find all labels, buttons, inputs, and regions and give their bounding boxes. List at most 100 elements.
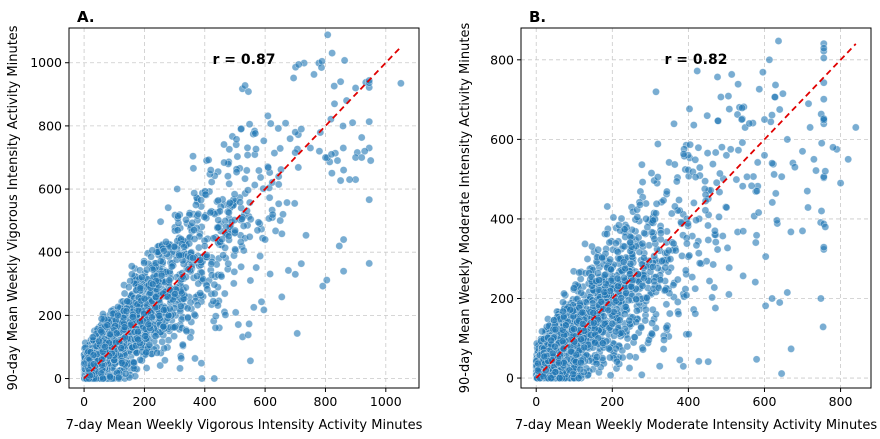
- panel-a-point: [246, 215, 255, 224]
- panel-a-x-tick-label: 400: [193, 394, 217, 409]
- panel-a-point: [268, 210, 277, 219]
- panel-a-point: [231, 245, 239, 254]
- panel-a-point: [88, 333, 97, 342]
- panel-b-point: [638, 178, 647, 186]
- panel-a-point: [339, 144, 348, 152]
- panel-a-point: [112, 338, 120, 347]
- panel-a-point: [164, 336, 173, 345]
- panel-a-point: [339, 122, 347, 130]
- panel-b-point: [773, 216, 781, 225]
- panel-a-point: [217, 272, 226, 281]
- panel-a-point: [323, 30, 332, 39]
- panel-a-point: [176, 302, 185, 311]
- panel-a-point: [281, 119, 290, 128]
- panel-a-point: [170, 332, 178, 341]
- panel-a-point: [270, 149, 279, 157]
- panel-a-point: [245, 319, 253, 328]
- panel-a-point: [206, 208, 215, 217]
- panel-a-point: [89, 351, 98, 359]
- panel-a-point: [266, 270, 274, 278]
- panel-b-point: [612, 239, 620, 248]
- panel-a-point: [225, 179, 234, 188]
- panel-a-point: [151, 292, 160, 301]
- panel-b-point: [681, 266, 690, 275]
- panel-b-point: [771, 81, 780, 89]
- panel-b-point: [694, 143, 703, 152]
- panel-a-correlation: r = 0.87: [213, 52, 276, 68]
- panel-a-point: [224, 259, 233, 268]
- panel-a-point: [206, 166, 215, 174]
- panel-a-point: [266, 119, 275, 128]
- panel-b-point: [693, 67, 702, 75]
- panel-a-point: [117, 344, 126, 352]
- panel-a-point: [170, 289, 179, 298]
- panel-a-point: [223, 172, 232, 181]
- panel-b-point: [704, 221, 712, 230]
- panel-a-point: [243, 143, 252, 152]
- panel-a-y-tick-label: 0: [54, 371, 62, 386]
- panel-a-points: [80, 30, 405, 383]
- panel-a-point: [190, 235, 199, 243]
- panel-a-point: [254, 166, 263, 175]
- panel-a-point: [151, 332, 160, 341]
- panel-a-point: [191, 354, 199, 363]
- panel-b-point: [765, 55, 774, 64]
- panel-a-point: [297, 259, 306, 268]
- panel-a-point: [95, 337, 103, 346]
- panel-b-point: [652, 87, 660, 96]
- panel-b-point: [711, 304, 720, 312]
- panel-a-point: [339, 166, 348, 174]
- panel-b-point: [669, 239, 678, 248]
- panel-a-point: [351, 84, 360, 92]
- panel-a-point: [261, 235, 269, 244]
- panel-b-point: [804, 203, 812, 212]
- panel-a-point: [294, 163, 303, 172]
- panel-a-point: [170, 323, 179, 332]
- panel-a-point: [162, 237, 170, 246]
- panel-a-point: [277, 229, 286, 238]
- panel-a-point: [291, 270, 300, 279]
- panel-a-point: [225, 198, 234, 207]
- panel-a-point: [259, 305, 268, 314]
- panel-a-point: [318, 57, 326, 66]
- panel-a-point: [120, 323, 129, 332]
- panel-a-point: [330, 99, 339, 108]
- panel-a-point: [142, 348, 151, 357]
- panel-a-point: [214, 223, 223, 232]
- panel-a-point: [186, 333, 195, 342]
- panel-b-point: [819, 322, 827, 331]
- panel-b-point: [670, 119, 678, 128]
- panel-a-point: [365, 195, 374, 204]
- panel-a-point: [221, 243, 229, 252]
- panel-a-y-tick-label: 200: [38, 308, 62, 323]
- panel-b-point: [675, 356, 684, 364]
- panel-b-point: [662, 323, 671, 332]
- panel-a-point: [177, 354, 186, 363]
- panel-a-point: [89, 360, 98, 369]
- panel-a-point: [114, 373, 123, 382]
- panel-a-point: [196, 289, 205, 298]
- panel-a-point: [210, 374, 219, 383]
- panel-a-point: [220, 289, 229, 298]
- panel-b-point: [647, 169, 656, 177]
- panel-a-point: [245, 232, 254, 241]
- panel-a-point: [336, 77, 345, 86]
- panel-a-point: [127, 262, 136, 271]
- panel-a-point: [156, 361, 165, 370]
- panel-a-point: [274, 180, 283, 189]
- panel-a-point: [318, 282, 327, 290]
- panel-a-point: [80, 359, 89, 368]
- panel-a-point: [156, 257, 165, 265]
- panel-a-point: [191, 201, 200, 209]
- panel-a-x-tick-label: 0: [80, 394, 88, 409]
- panel-a-point: [236, 198, 244, 207]
- panel-a-point: [232, 135, 241, 144]
- panel-a-point: [290, 199, 299, 208]
- panel-a-point: [333, 156, 342, 165]
- panel-b-point: [653, 173, 662, 181]
- panel-a-point: [203, 285, 212, 294]
- panel-a-point: [256, 173, 265, 182]
- panel-a-point: [210, 289, 219, 298]
- panel-a-x-tick-label: 1000: [370, 394, 402, 409]
- panel-a-point: [182, 327, 191, 336]
